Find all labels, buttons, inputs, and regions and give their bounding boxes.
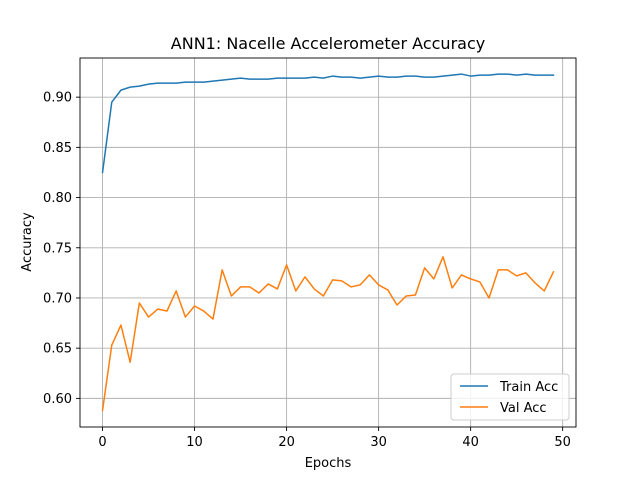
grid bbox=[80, 58, 576, 427]
x-tick-label: 40 bbox=[462, 435, 479, 450]
x-tick-label: 10 bbox=[186, 435, 203, 450]
y-tick-label: 0.75 bbox=[43, 241, 72, 256]
val-acc-line bbox=[101, 256, 555, 412]
x-tick-label: 20 bbox=[278, 435, 295, 450]
y-tick-label: 0.60 bbox=[43, 392, 72, 407]
y-axis-label: Accuracy bbox=[20, 212, 35, 272]
x-tick-label: 0 bbox=[98, 435, 106, 450]
x-tick-label: 30 bbox=[370, 435, 387, 450]
legend: Train Acc Val Acc bbox=[450, 373, 570, 421]
train-acc-line bbox=[101, 73, 555, 174]
y-tick-label: 0.65 bbox=[43, 342, 72, 357]
x-tick-label: 50 bbox=[554, 435, 571, 450]
x-axis-label: Epochs bbox=[305, 456, 352, 471]
chart-title: ANN1: Nacelle Accelerometer Accuracy bbox=[171, 34, 485, 53]
y-tick-label: 0.80 bbox=[43, 191, 72, 206]
y-tick-label: 0.85 bbox=[43, 141, 72, 156]
legend-label-train: Train Acc bbox=[499, 380, 558, 395]
plot-area-frame bbox=[79, 57, 577, 428]
plot-lines bbox=[101, 73, 555, 412]
legend-label-val: Val Acc bbox=[500, 401, 547, 416]
y-tick-label: 0.90 bbox=[43, 91, 72, 106]
y-tick-label: 0.70 bbox=[43, 291, 72, 306]
axis-ticks: 0 10 20 30 40 50 0.60 0.65 0.70 0.75 0.80 0.85 0.90 bbox=[43, 91, 571, 450]
